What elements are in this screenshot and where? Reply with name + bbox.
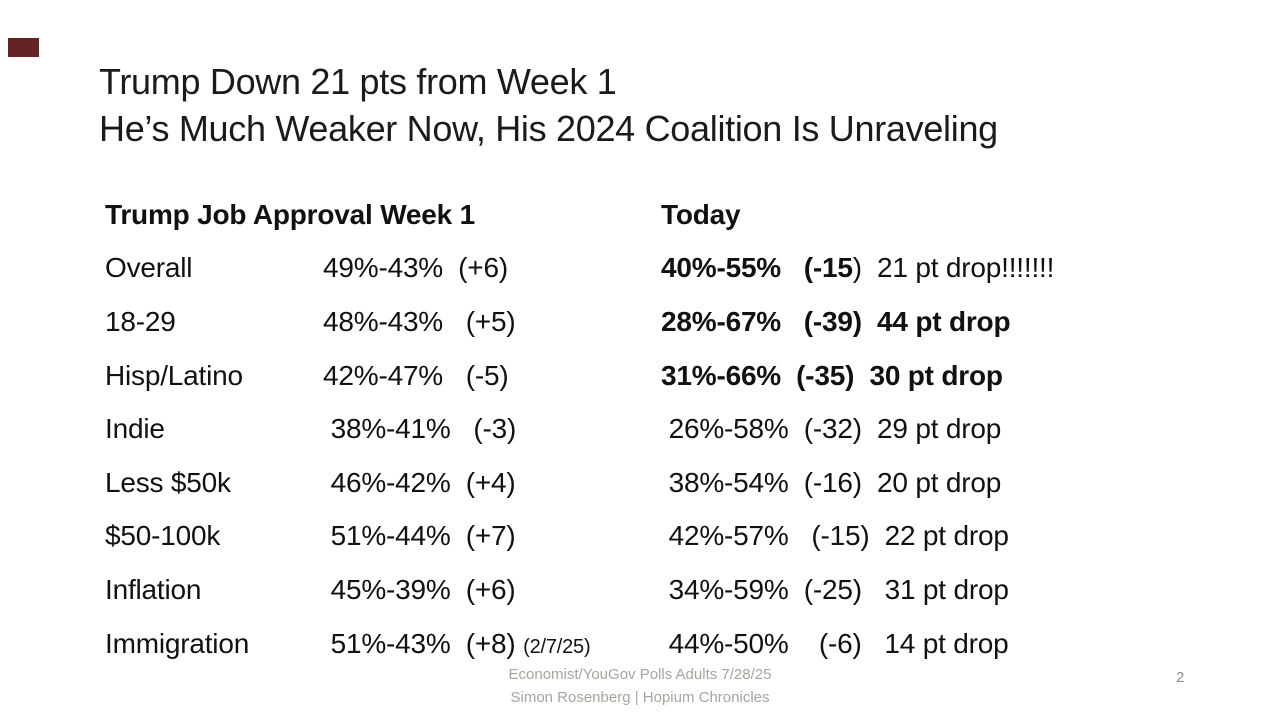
row-today-values: 38%-54% (-16) 20 pt drop: [661, 467, 1185, 499]
row-today-values: 28%-67% (-39) 44 pt drop: [661, 306, 1185, 338]
row-today-values: 26%-58% (-32) 29 pt drop: [661, 413, 1185, 445]
title-line-1: Trump Down 21 pts from Week 1: [99, 61, 617, 102]
row-label: Hisp/Latino: [105, 359, 243, 391]
week1-values: 48%-43% (+5): [323, 305, 516, 337]
today-values: 34%-59% (-25) 31 pt drop: [661, 573, 1009, 605]
page-number: 2: [1176, 669, 1185, 686]
row-week1-values: 51%-43% (+8) (2/7/25): [323, 628, 661, 660]
row-week1-values: 38%-41% (-3): [323, 413, 661, 445]
today-values: ) 21 pt drop!!!!!!!: [852, 252, 1055, 284]
title-line-2: He’s Much Weaker Now, His 2024 Coalition…: [99, 108, 998, 149]
week1-values: 42%-47% (-5): [323, 359, 509, 391]
footer-author-line: Simon Rosenberg | Hopium Chronicles: [510, 689, 770, 706]
today-values: 42%-57% (-15) 22 pt drop: [661, 520, 1009, 552]
row-today-values: 34%-59% (-25) 31 pt drop: [661, 574, 1185, 606]
week1-values: 46%-42% (+4): [323, 466, 516, 498]
slide-title: Trump Down 21 pts from Week 1 He’s Much …: [99, 58, 1219, 152]
table-row-less-50k: Less $50k 46%-42% (+4) 38%-54% (-16) 20 …: [105, 456, 1185, 510]
week1-values: 45%-39% (+6): [323, 573, 516, 605]
week1-values: 49%-43% (+6): [323, 252, 508, 284]
table-row-overall: Overall 49%-43% (+6) 40%-55% (-15) 21 pt…: [105, 242, 1185, 296]
week1-values: 51%-43% (+8): [323, 627, 524, 659]
row-label: Indie: [105, 413, 165, 445]
row-week1-values: 46%-42% (+4): [323, 467, 661, 499]
row-label: 18-29: [105, 305, 176, 337]
today-values: 44%-50% (-6) 14 pt drop: [661, 627, 1009, 659]
row-today-values: 44%-50% (-6) 14 pt drop: [661, 628, 1185, 660]
row-week1-values: 42%-47% (-5): [323, 360, 661, 392]
table-row-immigration: Immigration 51%-43% (+8) (2/7/25) 44%-50…: [105, 617, 1185, 671]
today-values-bold: 31%-66% (-35) 30 pt drop: [661, 359, 1003, 391]
table-row-inflation: Inflation 45%-39% (+6) 34%-59% (-25) 31 …: [105, 563, 1185, 617]
row-label: Inflation: [105, 573, 202, 605]
row-today-values: 40%-55% (-15) 21 pt drop!!!!!!!: [661, 252, 1185, 284]
footer-source-line: Economist/YouGov Polls Adults 7/28/25: [508, 666, 772, 683]
week1-values: 51%-44% (+7): [323, 520, 516, 552]
table-row-18-29: 18-29 48%-43% (+5) 28%-67% (-39) 44 pt d…: [105, 295, 1185, 349]
today-values-bold: 28%-67% (-39) 44 pt drop: [661, 305, 1011, 337]
today-values-bold: 40%-55% (-15: [661, 252, 853, 284]
week1-date-note: (2/7/25): [523, 635, 591, 658]
row-today-values: 31%-66% (-35) 30 pt drop: [661, 360, 1185, 392]
approval-table: Trump Job Approval Week 1 Today Overall …: [105, 188, 1185, 670]
row-label: Immigration: [105, 627, 250, 659]
today-values: 26%-58% (-32) 29 pt drop: [661, 413, 1002, 445]
row-week1-values: 48%-43% (+5): [323, 306, 661, 338]
table-row-50-100k: $50-100k 51%-44% (+7) 42%-57% (-15) 22 p…: [105, 510, 1185, 564]
header-today: Today: [661, 198, 741, 230]
week1-values: 38%-41% (-3): [323, 413, 517, 445]
row-week1-values: 49%-43% (+6): [323, 252, 661, 284]
today-values: 38%-54% (-16) 20 pt drop: [661, 466, 1002, 498]
row-label: Overall: [105, 252, 193, 284]
table-row-indie: Indie 38%-41% (-3) 26%-58% (-32) 29 pt d…: [105, 402, 1185, 456]
slide-accent-mark: [8, 38, 39, 57]
table-header-row: Trump Job Approval Week 1 Today: [105, 188, 1185, 242]
slide-footer: Economist/YouGov Polls Adults 7/28/25 Si…: [0, 663, 1280, 709]
header-week1: Trump Job Approval Week 1: [105, 198, 475, 230]
row-label: $50-100k: [105, 520, 221, 552]
table-row-hisp-latino: Hisp/Latino 42%-47% (-5) 31%-66% (-35) 3…: [105, 349, 1185, 403]
row-label: Less $50k: [105, 466, 231, 498]
row-week1-values: 45%-39% (+6): [323, 574, 661, 606]
row-today-values: 42%-57% (-15) 22 pt drop: [661, 520, 1185, 552]
row-week1-values: 51%-44% (+7): [323, 520, 661, 552]
